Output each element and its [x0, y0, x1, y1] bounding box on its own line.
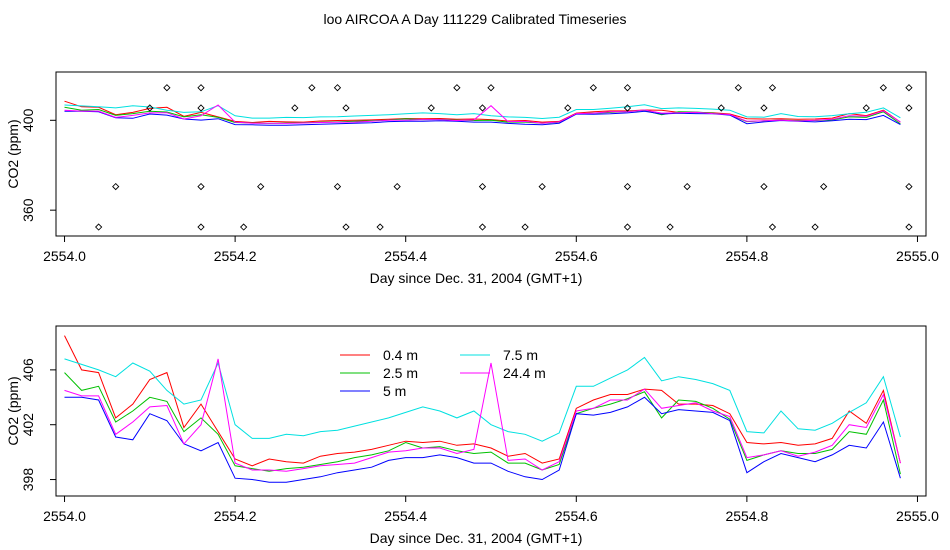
diamond-marker — [112, 182, 120, 191]
diamond-marker — [564, 104, 572, 112]
diamond-marker — [342, 104, 350, 112]
diamond-marker — [623, 84, 632, 92]
legend: 0.4 m 2.5 m 5 m 7.5 m 24.4 m — [340, 347, 546, 399]
series-line — [64, 358, 901, 472]
diamond-marker — [768, 84, 777, 92]
legend-label: 24.4 m — [503, 365, 546, 381]
y-tick-label: 400 — [20, 108, 36, 132]
x-tick-label: 2554.8 — [725, 248, 768, 264]
diamond-marker — [521, 223, 529, 231]
diamond-marker — [197, 223, 205, 231]
diamond-marker — [95, 223, 103, 231]
series-line — [64, 100, 901, 124]
series-line — [64, 104, 901, 120]
y-tick-label: 398 — [20, 468, 36, 492]
diamond-marker — [820, 182, 828, 191]
diamond-marker — [623, 223, 632, 231]
series-line — [64, 356, 901, 442]
legend-label: 7.5 m — [503, 347, 538, 363]
diamond-marker — [905, 223, 913, 231]
chart-panel-2: 2554.0 2554.2 2554.4 2554.6 2554.8 2555.0 398 4… — [5, 325, 939, 546]
diamond-marker — [905, 84, 913, 92]
diamond-marker — [478, 104, 487, 112]
diamond-marker — [768, 223, 777, 231]
diamond-marker — [487, 84, 495, 92]
x-tick-label: 2554.4 — [384, 248, 427, 264]
diamond-marker — [308, 84, 316, 92]
x-tick-label: 2554.0 — [43, 508, 86, 524]
x-tick-label: 2554.6 — [555, 248, 598, 264]
diamond-marker — [257, 182, 265, 191]
y-tick-label: 402 — [20, 413, 36, 437]
legend-label: 5 m — [383, 383, 406, 399]
diamond-marker — [163, 84, 171, 92]
series-line — [64, 110, 901, 126]
chart-panel-1: 2554.0 2554.2 2554.4 2554.6 2554.8 2555.0 360 4… — [5, 71, 939, 286]
series-line — [64, 372, 901, 475]
x-tick-label: 2555.0 — [896, 508, 939, 524]
diamond-marker — [623, 182, 632, 191]
y-tick-label: 406 — [20, 358, 36, 382]
diamond-marker — [240, 223, 248, 231]
diamond-marker — [197, 182, 205, 191]
x-tick-label: 2554.0 — [43, 248, 86, 264]
diamond-marker — [905, 182, 913, 191]
diamond-marker — [905, 104, 913, 112]
diamond-marker — [342, 223, 350, 231]
x-axis-label: Day since Dec. 31, 2004 (GMT+1) — [370, 530, 583, 546]
diamond-marker — [393, 182, 401, 191]
x-axis-label: Day since Dec. 31, 2004 (GMT+1) — [370, 270, 583, 286]
diamond-marker — [427, 104, 435, 112]
diamond-marker — [146, 104, 154, 112]
diamond-marker — [197, 84, 205, 92]
legend-label: 2.5 m — [383, 365, 418, 381]
y-axis-label: CO2 (ppm) — [5, 376, 21, 445]
plot-frame — [55, 71, 927, 237]
diamond-marker — [333, 182, 342, 191]
x-tick-label: 2554.4 — [384, 508, 427, 524]
diamond-marker — [683, 182, 691, 191]
series-line — [64, 335, 901, 467]
diamond-marker — [291, 104, 299, 112]
plot-frame — [55, 325, 927, 497]
diamond-marker — [538, 182, 546, 191]
legend-label: 0.4 m — [383, 347, 418, 363]
diamond-marker — [376, 223, 384, 231]
x-tick-label: 2555.0 — [896, 248, 939, 264]
y-axis-label: CO2 (ppm) — [5, 119, 21, 188]
x-tick-label: 2554.2 — [214, 508, 257, 524]
x-tick-label: 2554.8 — [725, 508, 768, 524]
diamond-marker — [666, 223, 674, 231]
diamond-marker — [734, 84, 742, 92]
diamond-marker — [478, 182, 487, 191]
chart-title: loo AIRCOA A Day 111229 Calibrated Times… — [323, 11, 627, 27]
diamond-marker — [717, 104, 725, 112]
diamond-marker — [879, 84, 887, 92]
diamond-marker — [760, 104, 768, 112]
diamond-marker — [333, 84, 342, 92]
series-line — [64, 104, 901, 124]
series-line — [64, 396, 901, 483]
x-tick-label: 2554.2 — [214, 248, 257, 264]
diamond-marker — [197, 104, 205, 112]
diamond-marker — [589, 84, 597, 92]
diamond-marker — [453, 84, 461, 92]
x-tick-label: 2554.6 — [555, 508, 598, 524]
diamond-marker — [760, 182, 768, 191]
diamond-marker — [623, 104, 632, 112]
diamond-marker — [811, 223, 819, 231]
y-tick-label: 360 — [20, 198, 36, 222]
diamond-marker — [862, 104, 870, 112]
diamond-marker — [478, 223, 487, 231]
